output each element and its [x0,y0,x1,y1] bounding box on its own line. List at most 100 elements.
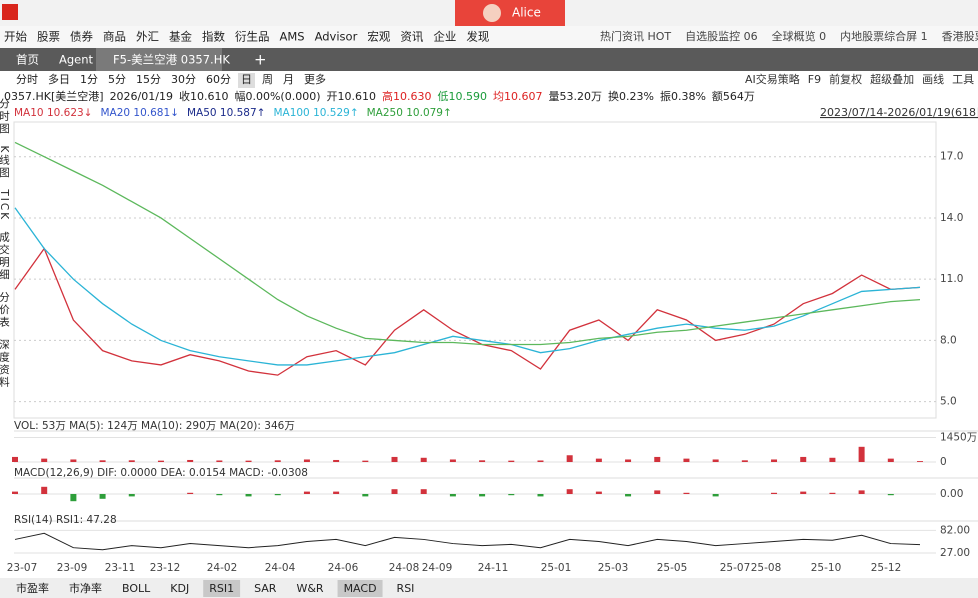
bottom-tab[interactable]: 市净率 [69,581,102,595]
bottom-tab[interactable]: SAR [254,582,277,595]
period-button[interactable]: 更多 [304,72,326,86]
bottom-tab[interactable]: 市盈率 [16,581,49,595]
bar [333,491,340,494]
period-button[interactable]: 多日 [48,72,70,86]
side-tab[interactable]: 深度资料 [0,339,10,389]
menu-item[interactable]: 企业 [433,30,456,44]
tool-button[interactable]: 画线 [922,72,944,86]
bar [99,494,106,499]
bar [625,494,632,497]
period-button[interactable]: 日 [241,73,252,86]
bottom-tab[interactable]: RSI [397,582,415,595]
add-tab[interactable]: + [254,51,267,69]
period-button[interactable]: 60分 [206,73,231,86]
x-tick-label: 23-09 [57,562,88,574]
menu-item[interactable]: 外汇 [136,30,159,44]
avatar[interactable] [483,4,501,22]
menu-right-item[interactable]: 热门资讯 HOT [600,29,671,43]
menu-right-item[interactable]: 香港股票综合屏 2 [942,29,978,43]
period-button[interactable]: 1分 [80,73,98,86]
period-button[interactable]: 周 [262,73,273,86]
bar [508,494,515,496]
bar [741,460,748,462]
bottom-tab[interactable]: RSI1 [209,582,234,595]
y-tick-label: 0.00 [940,488,963,500]
bottom-tab[interactable]: W&R [296,582,323,595]
menu-item[interactable]: 基金 [169,30,192,44]
user-name: Alice [512,6,541,20]
menu-right-item[interactable]: 内地股票综合屏 1 [840,29,928,43]
bottom-tab[interactable]: BOLL [122,582,151,595]
y-tick-label: 14.0 [940,212,963,224]
bar [654,490,661,494]
tool-button[interactable]: AI交易策略 [745,72,800,86]
menu-bar [0,26,978,48]
menu-item[interactable]: 宏观 [367,30,390,44]
period-button[interactable]: 15分 [136,73,161,86]
tool-button[interactable]: F9 [808,73,821,86]
info-item: 开10.610 [327,90,377,103]
user-badge[interactable] [455,0,565,26]
period-button[interactable]: 月 [283,73,294,86]
menu-item[interactable]: 开始 [4,30,27,44]
tab[interactable]: Agent [59,53,94,67]
side-tab[interactable]: K线图 [0,146,10,180]
side-tab[interactable]: 分价表 [0,291,10,329]
bar [333,459,340,462]
menu-item[interactable]: 发现 [466,30,489,44]
menu-right-item[interactable]: 自选股监控 06 [685,29,758,43]
bar [245,460,252,462]
menu-item[interactable]: AMS [280,30,305,44]
bottom-tab[interactable]: KDJ [170,582,189,595]
price-line [14,207,921,366]
menu-item[interactable]: 商品 [103,30,126,44]
indicator-line [14,532,921,551]
x-tick-label: 25-05 [657,562,688,574]
info-item: 2026/01/19 [110,90,173,103]
side-tab[interactable]: 分时图 [0,98,10,136]
tool-button[interactable]: 前复权 [829,72,862,86]
side-tab[interactable]: 成交明细 [0,231,10,281]
tool-button[interactable]: 工具 [952,73,974,86]
bar [274,460,281,462]
bar [303,459,310,462]
bar [187,492,194,494]
menu-item[interactable]: 衍生品 [235,30,270,44]
bottom-tab[interactable]: MACD [344,582,377,595]
bar [508,460,515,462]
bar [303,491,310,494]
tab-bar [0,48,978,71]
bar [449,494,456,497]
tab[interactable]: F5-美兰空港 0357.HK [113,53,230,67]
bar [12,456,18,462]
bar [537,460,544,462]
period-button[interactable]: 30分 [171,73,196,86]
ma-legend: MA50 10.587↑ [187,107,265,119]
menu-right-item[interactable]: 全球概览 0 [772,29,827,43]
x-tick-label: 25-08 [751,562,782,574]
tab[interactable]: 首页 [16,53,39,67]
info-item: 额564万 [712,90,755,103]
menu-item[interactable]: 股票 [37,30,60,44]
menu-item[interactable]: 资讯 [400,30,423,44]
bar [771,459,778,462]
x-tick-label: 23-07 [7,562,38,574]
period-button[interactable]: 分时 [16,73,38,86]
info-item: 振0.38% [660,89,706,103]
bar [362,494,369,497]
menu-item[interactable]: 指数 [202,30,225,44]
menu-item[interactable]: 债券 [70,30,93,44]
info-item: 0357.HK[美兰空港] [4,89,104,103]
bar [479,460,486,462]
y-tick-label: 5.0 [940,396,957,408]
bar [391,456,398,462]
x-tick-label: 24-06 [328,562,359,574]
side-tab[interactable]: TICK [0,188,10,221]
bar [683,458,690,462]
menu-item[interactable]: Advisor [315,30,358,44]
tool-button[interactable]: 超级叠加 [870,72,914,86]
app-logo[interactable] [2,4,18,20]
period-button[interactable]: 5分 [108,73,126,86]
bar [420,457,427,462]
y-tick-label: 27.00 [940,547,970,559]
